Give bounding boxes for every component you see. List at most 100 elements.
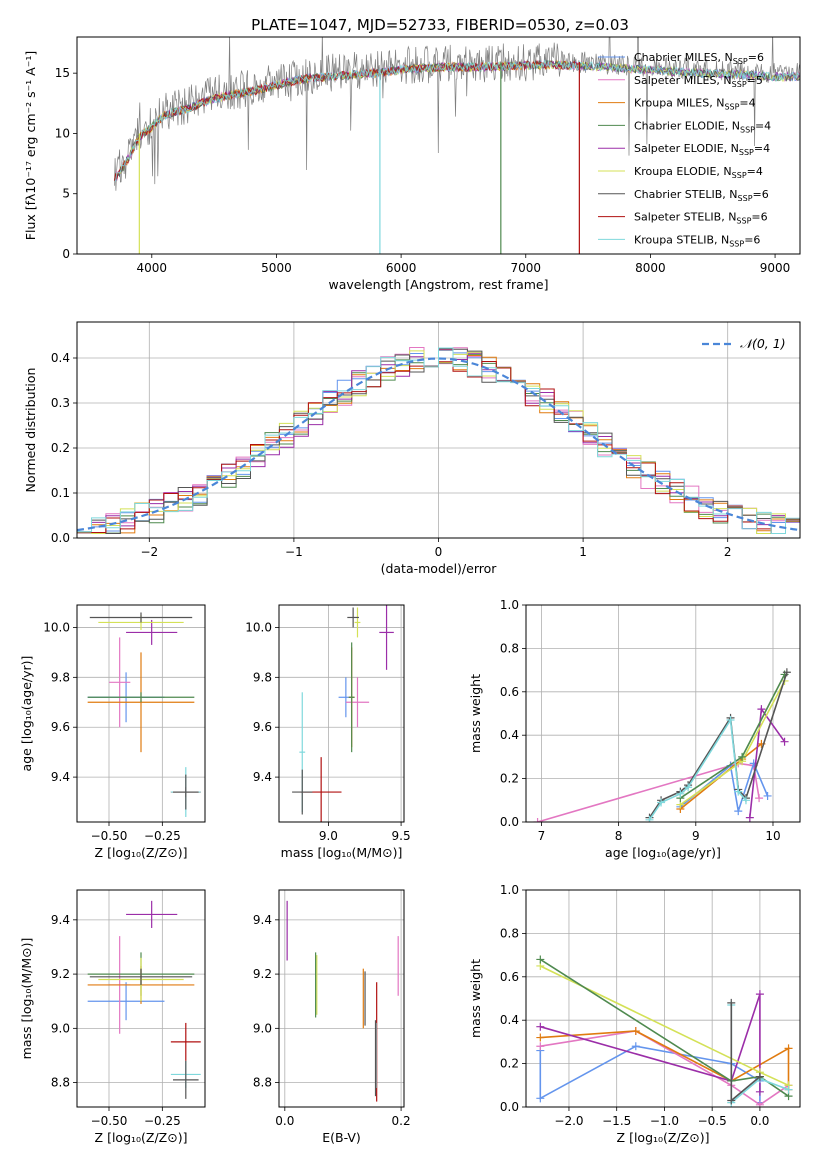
y-tick-label: 9.6 (253, 720, 272, 734)
mass-weight-point (727, 998, 736, 1007)
y-tick-label: 0.2 (51, 441, 70, 455)
y-tick-label: 9.6 (51, 720, 70, 734)
y-axis-label: mass weight (468, 674, 483, 753)
mass-weight-point (536, 1094, 545, 1103)
mass-weight-point (755, 1072, 764, 1081)
y-tick-label: 0.4 (500, 728, 519, 742)
y-tick-label: 0.6 (500, 685, 519, 699)
x-tick-label: 4000 (137, 261, 168, 275)
mass-weight-series (749, 707, 786, 818)
legend-entry: Kroupa MILES, NSSP=4 (634, 97, 756, 112)
mass-weight-series (648, 672, 788, 819)
y-tick-label: 9.0 (253, 1021, 272, 1035)
y-tick-label: 1.0 (500, 883, 519, 897)
plot-marks-residuals (77, 347, 800, 538)
x-tick-label: −0.50 (91, 1114, 128, 1128)
legend-entry: Chabrier STELIB, NSSP=6 (634, 188, 769, 203)
axes-frame (76, 36, 801, 255)
mass-weight-point (745, 813, 754, 822)
mass-weight-series (540, 993, 761, 1092)
x-axis-label: Z [log₁₀(Z/Z⊙)] (95, 1130, 188, 1145)
x-tick-label: 9.5 (392, 829, 411, 843)
y-tick-label: 9.0 (51, 1021, 70, 1035)
x-tick-label: 8000 (635, 261, 666, 275)
axes-frame (525, 604, 801, 823)
plot-marks-age_vs_Z (87, 612, 201, 818)
plot-marks-mass_weight_vs_Z (536, 955, 793, 1107)
x-tick-label: 0.0 (750, 1114, 769, 1128)
y-tick-label: 0.4 (51, 351, 70, 365)
figure-title: PLATE=1047, MJD=52733, FIBERID=0530, z=0… (251, 16, 629, 34)
legend-entry: 𝒩(0, 1) (740, 336, 786, 351)
x-tick-label: −0.50 (91, 829, 128, 843)
y-tick-label: 15 (55, 66, 70, 80)
y-axis-label: mass weight (468, 959, 483, 1038)
axes-mass_weight_vs_Z: −2.0 −1.5 −1.0 −0.5 0.0 0.0 0.2 0.4 0.6 0.8 1.0 Z [… (468, 883, 801, 1145)
mass-weight-point (631, 1042, 640, 1051)
axes-age_vs_mass: 9.0 9.5 9.4 9.6 9.8 10.0 mass [log₁₀(M/M⊙)] (245, 604, 411, 860)
y-tick-label: 0 (62, 247, 70, 261)
legend-entry: Salpeter STELIB, NSSP=6 (634, 211, 768, 226)
y-tick-label: 9.2 (253, 967, 272, 981)
legend-entry: Salpeter ELODIE, NSSP=4 (634, 142, 770, 157)
y-axis-label: Normed distribution (23, 368, 38, 493)
mass-weight-point (755, 1087, 764, 1096)
mass-weight-point (757, 705, 766, 714)
y-tick-label: 10 (55, 126, 70, 140)
y-axis-label: Flux [fλ10⁻¹⁷ erg cm⁻² s⁻¹ A⁻¹] (23, 51, 38, 240)
x-axis-label: (data-model)/error (381, 561, 498, 576)
mass-weight-point (784, 1044, 793, 1053)
axes-frame (278, 889, 405, 1108)
x-tick-label: 9.0 (319, 829, 338, 843)
y-tick-label: 0.0 (500, 815, 519, 829)
legend-entry: Kroupa ELODIE, NSSP=4 (634, 165, 763, 180)
x-tick-label: −2 (140, 545, 158, 559)
mass-weight-point (784, 1085, 793, 1094)
mass-weight-point (755, 1100, 764, 1107)
y-tick-label: 9.4 (253, 913, 272, 927)
axes-frame (76, 889, 206, 1108)
x-tick-label: −1.5 (602, 1114, 631, 1128)
legend-entry: Chabrier ELODIE, NSSP=4 (634, 119, 771, 134)
legend-entry: Salpeter MILES, NSSP=5 (634, 74, 763, 89)
axes-mass_weight_vs_age: 7 8 9 10 0.0 0.2 0.4 0.6 0.8 1.0 age [log₁₀(age/yr… (468, 598, 801, 860)
x-tick-label: −1 (285, 545, 303, 559)
mass-weight-point (763, 791, 772, 800)
y-tick-label: 0.2 (500, 1057, 519, 1071)
mass-weight-point (631, 1027, 640, 1036)
mass-weight-point (741, 796, 750, 805)
axes-frame (278, 604, 405, 823)
y-tick-label: 0.6 (500, 970, 519, 984)
legend: 𝒩(0, 1) (702, 336, 786, 351)
x-tick-label: 2 (724, 545, 732, 559)
axes-frame (525, 889, 801, 1108)
mass-weight-point (645, 815, 654, 822)
y-tick-label: 8.8 (51, 1076, 70, 1090)
x-tick-label: 0.2 (392, 1114, 411, 1128)
mass-weight-point (684, 783, 693, 792)
residual-histogram (77, 347, 800, 538)
x-tick-label: 9000 (760, 261, 791, 275)
mass-weight-series (539, 1045, 761, 1103)
x-tick-label: 5000 (261, 261, 292, 275)
mass-weight-point (734, 787, 743, 796)
normal-reference-curve (77, 357, 800, 532)
x-axis-label: age [log₁₀(age/yr)] (605, 845, 721, 860)
x-tick-label: −0.5 (698, 1114, 727, 1128)
y-tick-label: 10.0 (43, 620, 70, 634)
y-tick-label: 9.4 (51, 770, 70, 784)
plot-marks-mass_vs_ebv (286, 900, 399, 1102)
y-tick-label: 9.2 (51, 967, 70, 981)
y-tick-label: 0.2 (500, 772, 519, 786)
axes-frame (76, 604, 206, 823)
y-tick-label: 9.8 (51, 670, 70, 684)
plot-marks-spectrum (113, 37, 800, 254)
mass-weight-point (676, 789, 685, 798)
y-tick-label: 0.3 (51, 396, 70, 410)
y-tick-label: 9.8 (253, 670, 272, 684)
mass-weight-point (782, 668, 791, 677)
legend-entry: Kroupa STELIB, NSSP=6 (634, 233, 760, 248)
axes-age_vs_Z: −0.50 −0.25 9.4 9.6 9.8 10.0 Z [log₁₀(Z/Z⊙)] ag… (19, 604, 206, 860)
y-tick-label: 9.4 (51, 913, 70, 927)
y-tick-label: 9.4 (253, 770, 272, 784)
